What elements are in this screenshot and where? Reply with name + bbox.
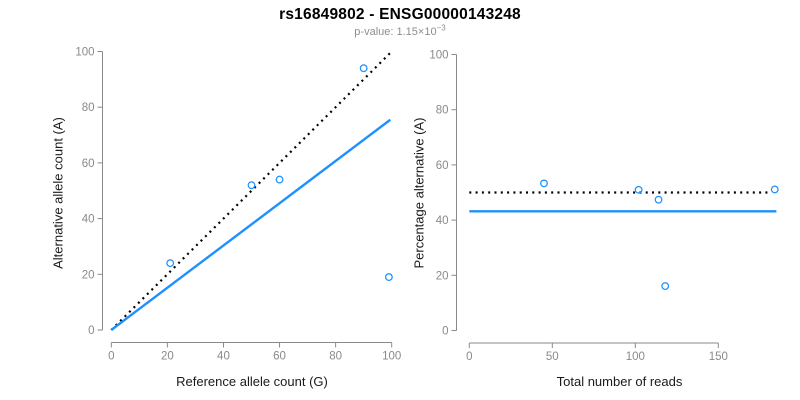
y-tick-label: 100 xyxy=(75,47,94,59)
y-tick-label: 20 xyxy=(82,269,95,281)
y-tick-label: 20 xyxy=(436,270,449,282)
right-plot-y-axis-label: Percentage alternative (A) xyxy=(411,117,427,269)
x-tick-label: 50 xyxy=(546,351,559,363)
figure-title: rs16849802 - ENSG00000143248 xyxy=(279,6,521,23)
x-tick-label: 20 xyxy=(161,351,174,363)
data-point xyxy=(166,259,175,268)
data-point xyxy=(661,282,670,290)
x-tick-label: 100 xyxy=(626,351,645,363)
y-tick-label: 0 xyxy=(442,326,448,338)
data-point xyxy=(247,181,256,190)
y-tick-label: 60 xyxy=(436,160,449,172)
y-tick-label: 80 xyxy=(436,105,449,117)
data-point xyxy=(770,185,779,194)
x-tick-label: 40 xyxy=(217,351,230,363)
y-tick-label: 100 xyxy=(429,50,448,62)
pvalue-exponent: −3 xyxy=(436,23,446,33)
data-point xyxy=(540,179,548,188)
left-plot-y-axis-label: Alternative allele count (A) xyxy=(50,117,66,269)
figure-subtitle: p-value: 1.15×10−3 xyxy=(0,23,800,38)
x-tick-label: 0 xyxy=(466,351,472,363)
identity-line xyxy=(110,50,393,331)
x-tick-label: 60 xyxy=(273,351,286,363)
x-tick-label: 150 xyxy=(709,351,728,363)
y-tick-label: 40 xyxy=(436,215,449,227)
left-plot-x-axis-label: Reference allele count (G) xyxy=(176,374,328,389)
data-point xyxy=(384,273,393,282)
y-tick-label: 40 xyxy=(82,214,95,226)
x-tick-label: 100 xyxy=(382,351,401,363)
right-plot: 0 20 40 60 80 100 0 50 100 150 xyxy=(429,50,779,363)
y-tick-label: 0 xyxy=(88,325,94,337)
data-point xyxy=(359,64,368,73)
data-point xyxy=(275,175,284,184)
data-point xyxy=(654,195,663,204)
y-tick-label: 80 xyxy=(82,102,95,114)
data-point xyxy=(634,185,643,194)
pvalue-text: p-value: 1.15×10 xyxy=(354,26,437,38)
x-tick-label: 0 xyxy=(108,351,114,363)
fitted-ratio-line xyxy=(110,118,392,331)
x-tick-label: 80 xyxy=(329,351,342,363)
left-plot: 0 20 40 60 80 100 0 20 40 60 80 100 xyxy=(75,47,401,363)
y-tick-label: 60 xyxy=(82,158,95,170)
right-plot-x-axis-label: Total number of reads xyxy=(556,374,683,389)
